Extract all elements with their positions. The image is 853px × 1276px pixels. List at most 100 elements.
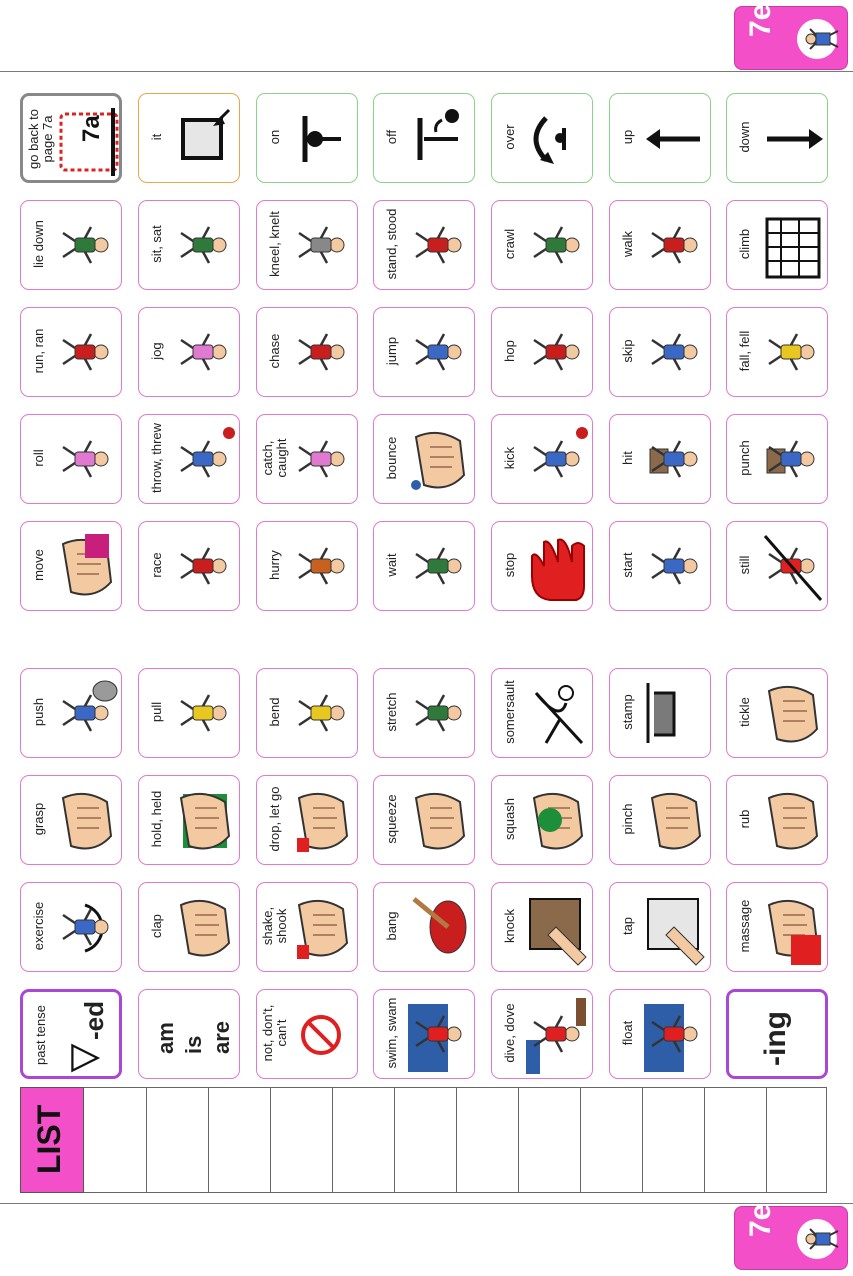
symbol-button-exercise[interactable]: exercise [20, 882, 122, 972]
symbol-label: pinch [620, 803, 635, 835]
symbol-button-up[interactable]: up [609, 93, 711, 183]
page-tab-bottom[interactable]: 7e [734, 1204, 848, 1270]
symbol-button-float[interactable]: float [609, 989, 711, 1079]
symbol-label: tickle [737, 697, 752, 727]
climb-icon [765, 217, 821, 279]
symbol-button-race[interactable]: race [138, 521, 240, 611]
symbol-button-jump[interactable]: jump [373, 307, 475, 397]
symbol-label: squeeze [384, 794, 399, 844]
symbol-button-crawl[interactable]: crawl [491, 200, 593, 290]
symbol-label: rub [737, 809, 752, 829]
symbol-button-hold[interactable]: hold, held [138, 775, 240, 865]
hold-icon [179, 792, 231, 850]
symbol-button-hop[interactable]: hop [491, 307, 593, 397]
symbol-button-still[interactable]: still [726, 521, 828, 611]
symbol-button-sit[interactable]: sit, sat [138, 200, 240, 290]
page-tab-top[interactable]: 7e [734, 4, 848, 70]
list-slot[interactable] [457, 1087, 519, 1193]
symbol-button-start[interactable]: start [609, 521, 711, 611]
symbol-button-climb[interactable]: climb [726, 200, 828, 290]
symbol-button-rub[interactable]: rub [726, 775, 828, 865]
rub-icon [767, 792, 819, 850]
symbol-button-not[interactable]: not, don't, can't [256, 989, 358, 1079]
symbol-button-stretch[interactable]: stretch [373, 668, 475, 758]
stretch-icon [415, 694, 462, 732]
symbol-label: swim, swam [384, 997, 399, 1069]
symbol-button-swim[interactable]: swim, swam [373, 989, 475, 1079]
list-slot[interactable] [147, 1087, 209, 1193]
symbol-button-down[interactable]: down [726, 93, 828, 183]
list-slot[interactable] [84, 1087, 147, 1193]
symbol-button-stamp[interactable]: stamp [609, 668, 711, 758]
symbol-button-run[interactable]: run, ran [20, 307, 122, 397]
symbol-button-jog[interactable]: jog [138, 307, 240, 397]
symbol-button-knock[interactable]: knock [491, 882, 593, 972]
symbol-button-move[interactable]: move [20, 521, 122, 611]
list-slot[interactable] [705, 1087, 767, 1193]
symbol-button-tickle[interactable]: tickle [726, 668, 828, 758]
symbol-button-hurry[interactable]: hurry [256, 521, 358, 611]
list-slot[interactable] [395, 1087, 457, 1193]
symbol-label: stand, stood [384, 208, 399, 280]
suffix-text: -ed [79, 1001, 109, 1040]
symbol-button-push[interactable]: push [20, 668, 122, 758]
symbol-button-roll[interactable]: roll [20, 414, 122, 504]
symbol-label: somersault [502, 680, 517, 744]
list-slot[interactable] [581, 1087, 643, 1193]
chase-icon [298, 333, 345, 371]
symbol-button-throw[interactable]: throw, threw [138, 414, 240, 504]
symbol-label: jog [149, 342, 164, 360]
symbol-button-skip[interactable]: skip [609, 307, 711, 397]
list-slot[interactable] [271, 1087, 333, 1193]
symbol-label: float [620, 1020, 635, 1046]
symbol-button-tap[interactable]: tap [609, 882, 711, 972]
symbol-button-past[interactable]: past tense -ed [20, 989, 122, 1079]
symbol-button-kick[interactable]: kick [491, 414, 593, 504]
symbol-button-massage[interactable]: massage [726, 882, 828, 972]
symbol-label: past tense [33, 1005, 48, 1065]
over-icon [533, 116, 566, 164]
symbol-button-squeeze[interactable]: squeeze [373, 775, 475, 865]
symbol-button-it[interactable]: it [138, 93, 240, 183]
symbol-button-over[interactable]: over [491, 93, 593, 183]
list-slot[interactable] [519, 1087, 581, 1193]
symbol-button-off[interactable]: off [373, 93, 475, 183]
symbol-button-squash[interactable]: squash [491, 775, 593, 865]
symbol-button-clap[interactable]: clap [138, 882, 240, 972]
list-slot[interactable] [209, 1087, 271, 1193]
symbol-button-catch[interactable]: catch, caught [256, 414, 358, 504]
symbol-button-bang[interactable]: bang [373, 882, 475, 972]
symbol-button-stand[interactable]: stand, stood [373, 200, 475, 290]
symbol-button-pull[interactable]: pull [138, 668, 240, 758]
symbol-label: stop [502, 552, 517, 578]
symbol-button-chase[interactable]: chase [256, 307, 358, 397]
symbol-button-drop[interactable]: drop, let go [256, 775, 358, 865]
symbol-button-go[interactable]: go back to page 7a 7a [20, 93, 122, 183]
symbol-button-wait[interactable]: wait [373, 521, 475, 611]
symbol-button-stop[interactable]: stop [491, 521, 593, 611]
symbol-button-on[interactable]: on [256, 93, 358, 183]
list-slot[interactable] [643, 1087, 705, 1193]
symbol-button-lie[interactable]: lie down [20, 200, 122, 290]
symbol-button-grasp[interactable]: grasp [20, 775, 122, 865]
symbol-label: hop [502, 340, 517, 362]
symbol-button-walk[interactable]: walk [609, 200, 711, 290]
symbol-button-dive[interactable]: dive, dove [491, 989, 593, 1079]
symbol-button-bounce[interactable]: bounce [373, 414, 475, 504]
symbol-button-ing[interactable]: -ing [726, 989, 828, 1079]
symbol-button-bend[interactable]: bend [256, 668, 358, 758]
symbol-button-fall[interactable]: fall, fell [726, 307, 828, 397]
push-icon [62, 680, 118, 732]
symbol-button-pinch[interactable]: pinch [609, 775, 711, 865]
symbol-button-am-is-are[interactable]: am is are [138, 989, 240, 1079]
symbol-button-somersault[interactable]: somersault [491, 668, 593, 758]
lie-down-icon [62, 226, 109, 264]
list-slot[interactable] [767, 1087, 827, 1193]
list-slot[interactable] [333, 1087, 395, 1193]
run-icon [62, 333, 109, 371]
symbol-button-shake[interactable]: shake, shook [256, 882, 358, 972]
symbol-button-hit[interactable]: hit [609, 414, 711, 504]
symbol-button-punch[interactable]: punch [726, 414, 828, 504]
squeeze-icon [414, 792, 466, 850]
symbol-button-kneel[interactable]: kneel, knelt [256, 200, 358, 290]
